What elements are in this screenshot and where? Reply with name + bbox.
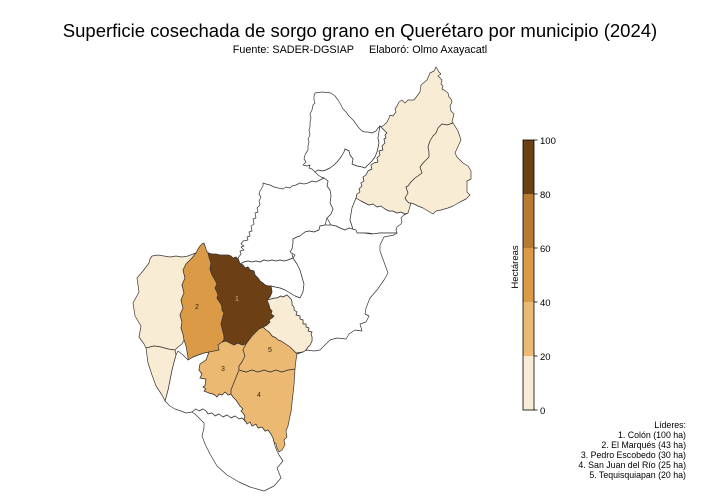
svg-text:60: 60 <box>540 244 551 255</box>
svg-text:5: 5 <box>268 347 272 354</box>
svg-text:3: 3 <box>221 366 225 373</box>
svg-text:0: 0 <box>540 406 545 417</box>
svg-text:100: 100 <box>540 136 556 147</box>
svg-text:4: 4 <box>257 392 261 399</box>
svg-text:2: 2 <box>195 304 199 311</box>
svg-text:1: 1 <box>235 296 239 303</box>
svg-text:Hectáreas: Hectáreas <box>510 245 521 289</box>
svg-text:20: 20 <box>540 352 551 363</box>
svg-text:40: 40 <box>540 298 551 309</box>
svg-text:80: 80 <box>540 190 551 201</box>
